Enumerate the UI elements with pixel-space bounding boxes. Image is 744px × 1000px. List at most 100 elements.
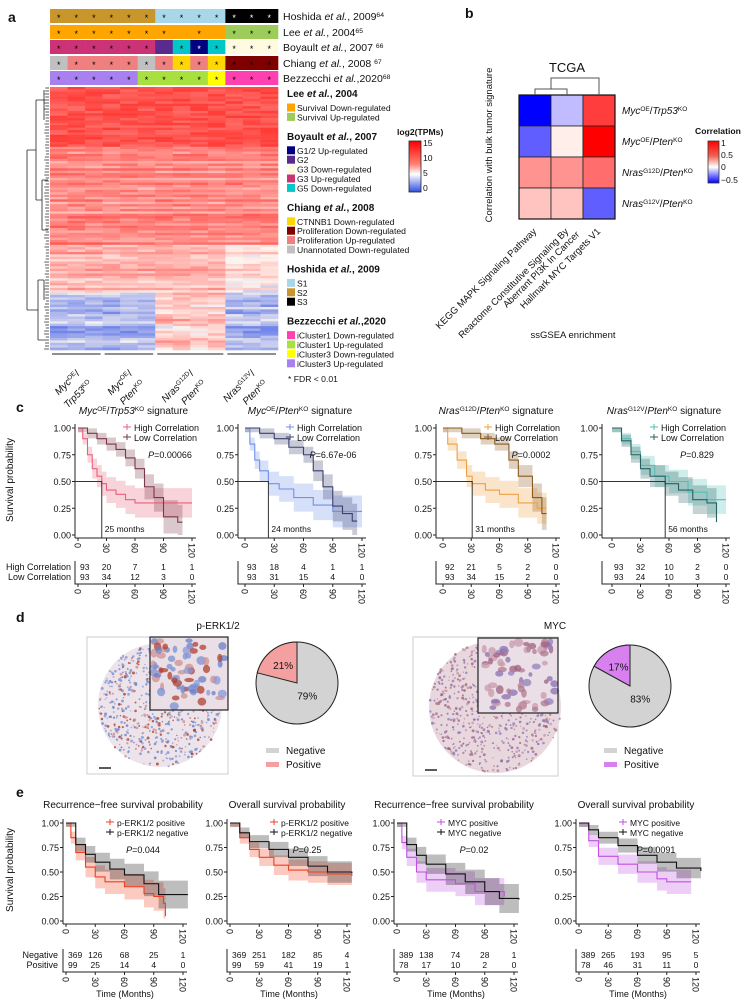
heatmap-cell (120, 208, 138, 212)
heatmap-cell (50, 113, 68, 116)
risk-count: 0 (360, 572, 365, 582)
legend-group-title: Hoshida et al., 2009 (287, 264, 380, 275)
heatmap-cell (67, 342, 86, 346)
heatmap-cell (85, 113, 103, 116)
heatmap-cell (190, 338, 209, 341)
text-segment: =0.0091 (643, 845, 676, 855)
heatmap-cell (207, 194, 226, 198)
heatmap-cell (172, 139, 191, 143)
significance-star: * (197, 60, 201, 70)
text-segment: =0.00066 (154, 450, 192, 460)
heatmap-cell (102, 141, 121, 145)
heatmap-cell (190, 208, 209, 212)
heatmap-cell (242, 106, 261, 109)
heatmap-cell (137, 151, 156, 155)
heatmap-cell (260, 326, 279, 329)
heatmap-cell (50, 110, 68, 114)
sample-group-label: NrasG12D/PtenKO (157, 353, 224, 407)
column-label: Aberrant PI3K In Cancer (501, 229, 582, 310)
heatmap-cell (85, 263, 103, 267)
legend-label: p-ERK1/2 negative (117, 828, 189, 838)
x-tick-label: 30 (603, 929, 613, 939)
heatmap-cell (67, 163, 86, 167)
heatmap-cell (242, 127, 261, 131)
heatmap-cell (207, 321, 226, 324)
heatmap-cell (172, 259, 191, 262)
heatmap-cell (260, 185, 279, 188)
heatmap-cell (67, 240, 86, 243)
heatmap-cell (260, 240, 279, 243)
heatmap-cell (242, 304, 261, 308)
heatmap-cell (120, 345, 138, 348)
heatmap-cell (207, 309, 226, 313)
heatmap-cell (50, 218, 68, 222)
heatmap-cell (50, 280, 68, 284)
text-segment: et al. (326, 132, 349, 143)
x-tick-label: 90 (692, 543, 702, 553)
heatmap-cell (242, 225, 261, 229)
legend-item-label: S3 (297, 297, 308, 307)
text-segment: et al. (321, 42, 344, 54)
heatmap-cell (207, 208, 226, 212)
survival-curve (397, 822, 520, 900)
heatmap-cell (260, 256, 279, 260)
heatmap-cell (102, 120, 121, 124)
heatmap-cell (137, 230, 156, 234)
heatmap-cell (85, 127, 103, 131)
heatmap-title: TCGA (549, 60, 585, 75)
heatmap-cell (207, 146, 226, 150)
heatmap-cell (155, 230, 174, 234)
heatmap-cell (67, 318, 86, 322)
heatmap-cell (120, 201, 138, 205)
x-tick-label: 0 (240, 543, 250, 548)
heatmap-cell (207, 280, 226, 284)
heatmap-cell (50, 103, 68, 107)
heatmap-cell (50, 306, 68, 310)
risk-count: 25 (91, 960, 101, 970)
heatmap-cell (85, 345, 103, 348)
text-segment: KO (668, 406, 677, 413)
heatmap-cell (137, 206, 156, 210)
panel-label-c: c (16, 399, 24, 415)
heatmap-cell (260, 132, 279, 136)
correlation-cell (550, 187, 584, 220)
heatmap-cell (155, 110, 174, 114)
heatmap-cell (120, 161, 138, 164)
risk-count: 5 (497, 562, 502, 572)
heatmap-cell (67, 242, 86, 246)
heatmap-cell (260, 283, 279, 286)
heatmap-cell (67, 323, 86, 327)
heatmap-cell (137, 199, 156, 203)
risk-count: 0 (554, 572, 559, 582)
heatmap-cell (85, 314, 103, 317)
heatmap-cell (50, 318, 68, 322)
heatmap-cell (172, 144, 191, 148)
heatmap-cell (242, 242, 261, 246)
y-tick-label: 0.25 (41, 892, 59, 902)
heatmap-cell (67, 149, 86, 152)
heatmap-cell (67, 189, 86, 193)
heatmap-cell (102, 342, 121, 346)
text-segment: G12D (643, 168, 660, 175)
heatmap-cell (190, 244, 209, 248)
heatmap-cell (207, 149, 226, 152)
heatmap-cell (120, 127, 138, 131)
y-tick-label: 0.25 (414, 504, 432, 514)
heatmap-cell (260, 168, 279, 171)
median-label: 56 months (668, 524, 708, 534)
heatmap-cell (137, 311, 156, 315)
heatmap-cell (50, 130, 68, 133)
heatmap-cell (260, 290, 279, 293)
heatmap-cell (172, 163, 191, 167)
x-tick-label: 120 (509, 929, 519, 944)
heatmap-cell (102, 323, 121, 327)
heatmap-cell (137, 149, 156, 152)
heatmap-cell (172, 127, 191, 131)
heatmap-cell (260, 122, 279, 126)
text-segment: Myc (622, 137, 640, 148)
legend-item-label: Survival Down-regulated (297, 103, 391, 113)
y-tick-label: 0.75 (41, 843, 59, 853)
heatmap-cell (137, 347, 156, 351)
